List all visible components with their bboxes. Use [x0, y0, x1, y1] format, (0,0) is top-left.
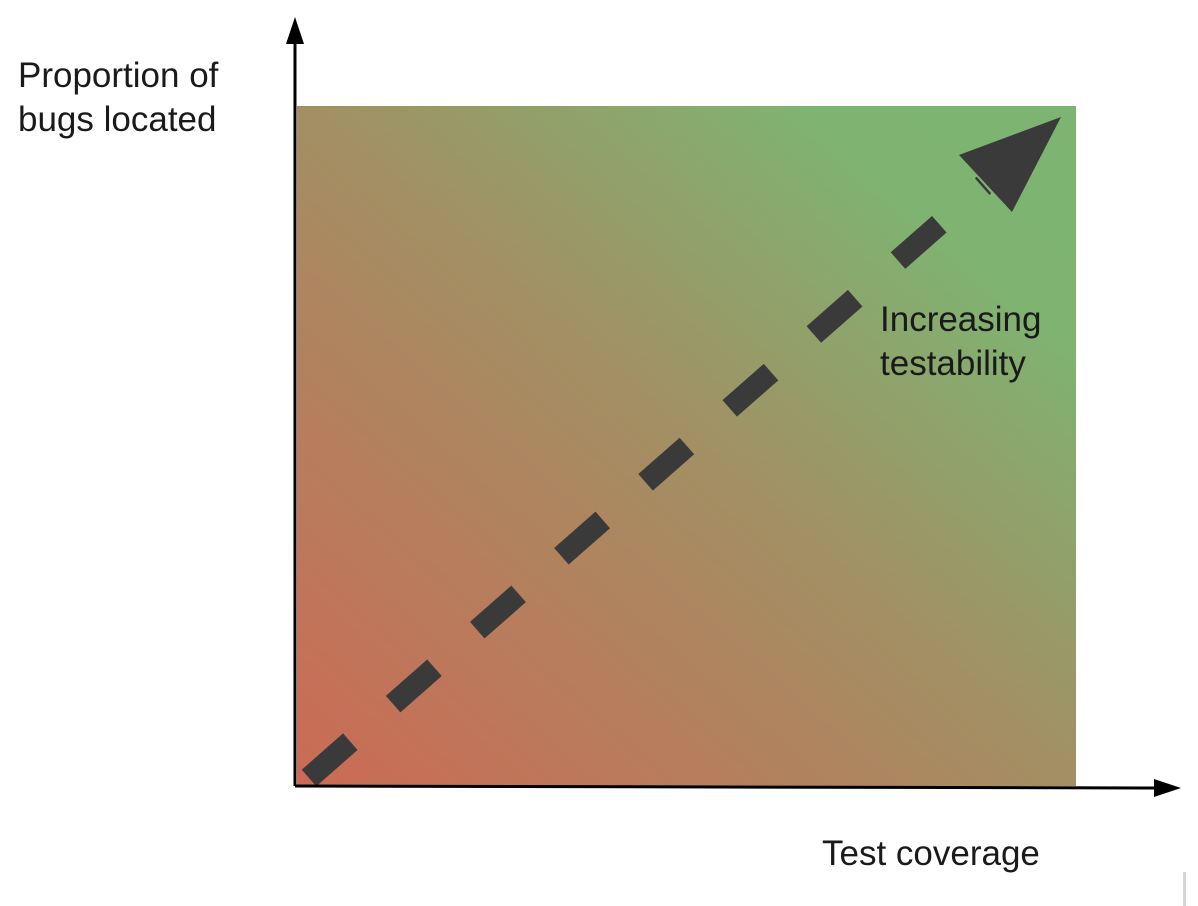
y-axis-label-line1: Proportion of	[18, 56, 219, 95]
x-axis-label: Test coverage	[822, 834, 1040, 873]
arrow-label-line1: Increasing	[880, 300, 1042, 339]
edge-divider	[1183, 872, 1186, 906]
y-axis-label: Proportion of bugs located	[18, 54, 218, 142]
arrow-label-line2: testability	[880, 344, 1026, 383]
arrow-label: Increasing testability	[880, 298, 1041, 386]
x-axis	[294, 784, 1159, 790]
y-axis-label-line2: bugs located	[18, 100, 217, 139]
testability-arrow-shaft	[301, 176, 992, 787]
x-axis-arrow-icon	[1154, 779, 1181, 797]
y-axis-arrow-icon	[286, 17, 304, 44]
testability-arrow-head	[959, 117, 1061, 212]
